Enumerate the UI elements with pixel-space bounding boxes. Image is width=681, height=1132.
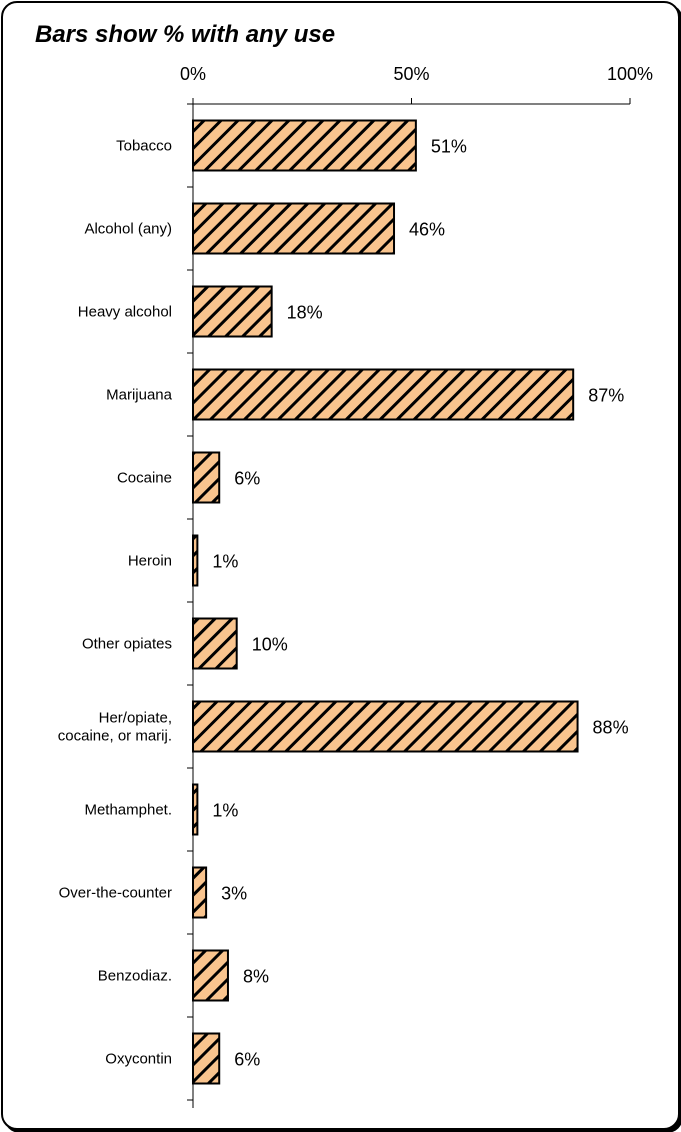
category-label: Heroin (128, 553, 172, 570)
value-label: 87% (588, 386, 624, 406)
bar (192, 949, 229, 1002)
category-label: Marijuana (106, 387, 173, 404)
category-label: Tobacco (116, 138, 172, 155)
x-tick-label: 50% (393, 64, 429, 84)
x-tick-label: 100% (607, 64, 653, 84)
value-label: 51% (431, 137, 467, 157)
value-label: 1% (212, 552, 238, 572)
value-label: 6% (234, 469, 260, 489)
value-label: 18% (287, 303, 323, 323)
bar (192, 617, 238, 670)
chart-title: Bars show % with any use (35, 21, 336, 48)
category-label: Benzodiaz. (98, 968, 172, 985)
bar (192, 1032, 221, 1085)
bar (192, 866, 208, 919)
category-label: Oxycontin (105, 1051, 172, 1068)
value-label: 3% (221, 884, 247, 904)
value-label: 6% (234, 1050, 260, 1070)
bar (192, 119, 417, 172)
labels: 51% Tobacco 46% Alcohol (any) 18% Heavy alcoh… (58, 137, 629, 1070)
category-label: Methamphet. (84, 802, 172, 819)
bar (192, 534, 199, 587)
axes: 0% 50% 100% (180, 64, 653, 1108)
x-tick-label: 0% (180, 64, 206, 84)
category-label: Other opiates (82, 636, 172, 653)
value-label: 46% (409, 220, 445, 240)
bar (192, 202, 396, 255)
bars (192, 119, 579, 1085)
bar (192, 451, 221, 504)
category-label: Heavy alcohol (78, 304, 172, 321)
bar (192, 783, 199, 836)
category-label: Alcohol (any) (84, 221, 172, 238)
bar (192, 285, 273, 338)
category-label: Cocaine (117, 470, 172, 487)
category-label: Her/opiate, (99, 710, 172, 727)
value-label: 10% (252, 635, 288, 655)
value-label: 1% (212, 801, 238, 821)
bar (192, 700, 579, 753)
value-label: 88% (593, 718, 629, 738)
bar (192, 368, 575, 421)
category-label: cocaine, or marij. (58, 728, 172, 745)
value-label: 8% (243, 967, 269, 987)
category-label: Over-the-counter (59, 885, 172, 902)
